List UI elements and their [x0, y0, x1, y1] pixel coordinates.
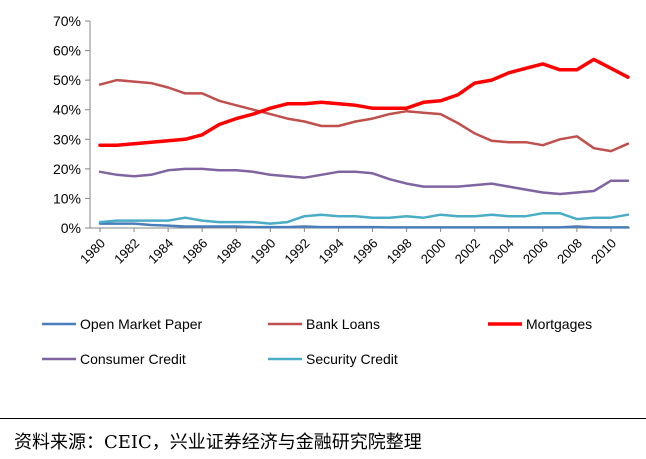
- y-tick-label: 50%: [53, 72, 81, 88]
- legend-label-consumer-credit: Consumer Credit: [80, 351, 186, 367]
- legend-label-security-credit: Security Credit: [306, 351, 398, 367]
- x-tick-label: 1980: [77, 236, 108, 267]
- legend: Open Market Paper Bank Loans Mortgages Cons…: [42, 316, 592, 367]
- y-tick-label: 20%: [53, 161, 81, 177]
- y-tick-label: 60%: [53, 43, 81, 59]
- x-tick-label: 1994: [316, 236, 347, 267]
- x-tick-label: 1998: [384, 236, 415, 267]
- bottom-divider: [0, 418, 646, 419]
- legend-label-open-market-paper: Open Market Paper: [80, 316, 203, 332]
- x-tick-label: 1996: [350, 236, 381, 267]
- x-tick-label: 1984: [145, 236, 176, 267]
- x-tick-label: 1992: [281, 236, 312, 267]
- y-tick-label: 40%: [53, 102, 81, 118]
- series-line-bank-loans: [98, 78, 630, 153]
- x-axis: 1980 1982 1984 1986 1988 1990 1992 1994 1996 1998…: [77, 227, 630, 267]
- x-tick-label: 2002: [452, 236, 483, 267]
- series-line-security-credit: [98, 211, 630, 225]
- x-tick-label: 2010: [588, 236, 619, 267]
- legend-label-bank-loans: Bank Loans: [306, 316, 380, 332]
- y-tick-label: 10%: [53, 190, 81, 206]
- x-tick-label: 2008: [554, 236, 585, 267]
- series-line-consumer-credit: [98, 167, 630, 196]
- x-tick-label: 1982: [111, 236, 142, 267]
- x-tick-label: 2006: [520, 236, 551, 267]
- source-note: 资料来源：CEIC，兴业证券经济与金融研究院整理: [14, 432, 422, 453]
- series-line-mortgages: [98, 57, 630, 147]
- y-tick-label: 30%: [53, 131, 81, 147]
- y-axis: 0% 10% 20% 30% 40% 50% 60% 70%: [53, 13, 91, 236]
- legend-label-mortgages: Mortgages: [526, 316, 592, 332]
- x-tick-label: 1990: [247, 236, 278, 267]
- x-tick-label: 2000: [418, 236, 449, 267]
- series-layer: [98, 57, 630, 229]
- series-line-open-market-paper: [98, 222, 630, 229]
- x-tick-label: 1988: [213, 236, 244, 267]
- x-tick-label: 1986: [179, 236, 210, 267]
- x-tick-label: 2004: [486, 236, 517, 267]
- line-chart: 0% 10% 20% 30% 40% 50% 60% 70% 1980 1982 1984 1986…: [42, 13, 630, 367]
- y-tick-label: 0%: [61, 220, 81, 236]
- y-tick-label: 70%: [53, 13, 81, 29]
